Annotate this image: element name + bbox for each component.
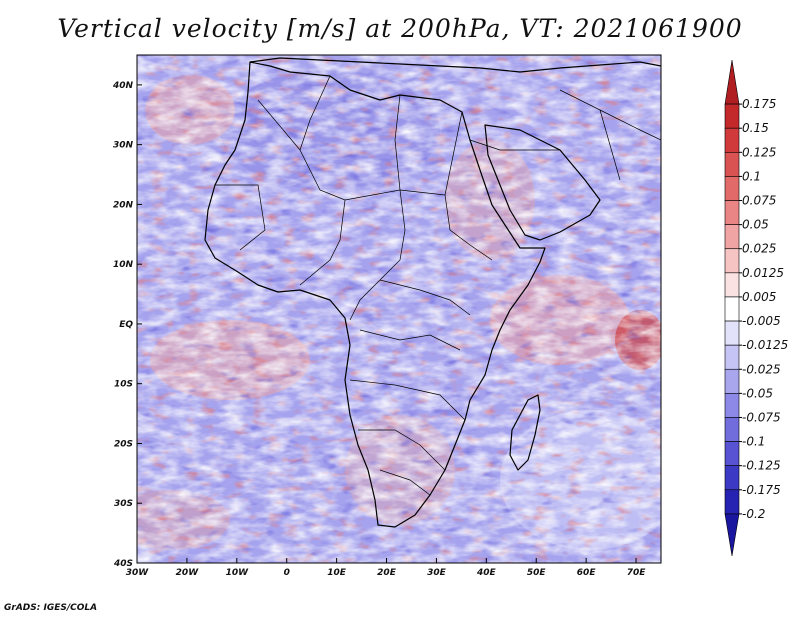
colorbar-label: 0.005	[742, 290, 776, 304]
lat-tick-label: 30S	[114, 499, 133, 509]
colorbar-swatch	[724, 296, 740, 322]
lon-tick-label: 30W	[126, 568, 150, 578]
colorbar-swatch	[724, 272, 740, 298]
colorbar-label: 0.025	[742, 242, 776, 256]
colorbar-swatch	[724, 368, 740, 394]
lat-tick-label: 40N	[112, 81, 134, 91]
lat-tick-label: EQ	[119, 320, 133, 330]
colorbar-label: -0.005	[742, 314, 781, 328]
colorbar-swatch	[724, 224, 740, 250]
lon-tick-label: 60E	[577, 568, 597, 578]
colorbar-swatch	[724, 248, 740, 274]
colorbar-label: -0.05	[742, 386, 773, 400]
colorbar-label: 0.05	[742, 218, 769, 232]
lat-tick-label: 20S	[114, 439, 133, 449]
colorbar-label: 0.175	[742, 97, 776, 111]
colorbar-swatch	[724, 59, 740, 105]
colorbar-swatch	[724, 344, 740, 370]
africa-coastline	[204, 61, 546, 528]
colorbar-label: 0.125	[742, 145, 776, 159]
lon-tick-label: 20W	[176, 568, 200, 578]
latitude-axis: 40N 30N 20N 10N EQ 10S 20S 30S 40S	[112, 81, 142, 569]
lon-tick-label: 10E	[327, 568, 347, 578]
colorbar-label: 0.075	[742, 194, 776, 208]
colorbar-label: -0.1	[742, 435, 765, 449]
longitude-axis: 30W 20W 10W 0 10E 20E 30E 40E 50E 60E 70E	[126, 558, 646, 578]
colorbar-swatch	[724, 127, 740, 153]
map-frame	[136, 54, 662, 564]
colorbar-label: -0.2	[742, 507, 765, 521]
lon-tick-label: 20E	[377, 568, 397, 578]
colorbar-swatch	[724, 465, 740, 491]
lat-tick-label: 10N	[113, 260, 134, 270]
colorbar-label: -0.0125	[742, 338, 788, 352]
colorbar-label: -0.125	[742, 459, 781, 473]
lon-tick-label: 40E	[476, 568, 497, 578]
lon-tick-label: 0	[284, 568, 290, 578]
colorbar-label: 0.15	[742, 121, 769, 135]
colorbar-swatch	[724, 489, 740, 515]
colorbar-swatch	[724, 176, 740, 201]
colorbar-label: -0.025	[742, 362, 781, 376]
lat-tick-label: 30N	[113, 141, 134, 151]
colorbar: 0.175 0.15 0.125 0.1 0.075 0.05 0.025 0.0125 0.0…	[724, 59, 788, 557]
country-borders	[215, 75, 661, 496]
colorbar-swatch	[724, 513, 740, 557]
lon-tick-label: 50E	[527, 568, 547, 578]
lat-tick-label: 20N	[113, 200, 134, 210]
colorbar-swatch	[724, 103, 740, 129]
colorbar-label: 0.0125	[742, 266, 784, 280]
colorbar-swatch	[724, 152, 740, 177]
colorbar-swatch	[724, 320, 740, 346]
colorbar-label: 0.1	[742, 169, 761, 183]
map-title: Vertical velocity [m/s] at 200hPa, VT: 2…	[57, 14, 743, 43]
velocity-field	[137, 55, 661, 563]
europe-coastline	[249, 57, 661, 73]
lon-tick-label: 10W	[226, 568, 250, 578]
colorbar-swatch	[724, 200, 740, 225]
colorbar-label: -0.075	[742, 410, 781, 424]
colorbar-swatch	[724, 417, 740, 442]
colorbar-swatch	[724, 393, 740, 418]
lon-tick-label: 70E	[627, 568, 647, 578]
lon-tick-label: 30E	[427, 568, 447, 578]
lat-tick-label: 10S	[114, 380, 133, 390]
colorbar-swatch	[724, 441, 740, 466]
colorbar-label: -0.175	[742, 483, 781, 497]
madagascar-coastline	[509, 394, 541, 471]
lat-tick-label: 40S	[113, 559, 133, 569]
credit-label: GrADS: IGES/COLA	[4, 603, 98, 613]
